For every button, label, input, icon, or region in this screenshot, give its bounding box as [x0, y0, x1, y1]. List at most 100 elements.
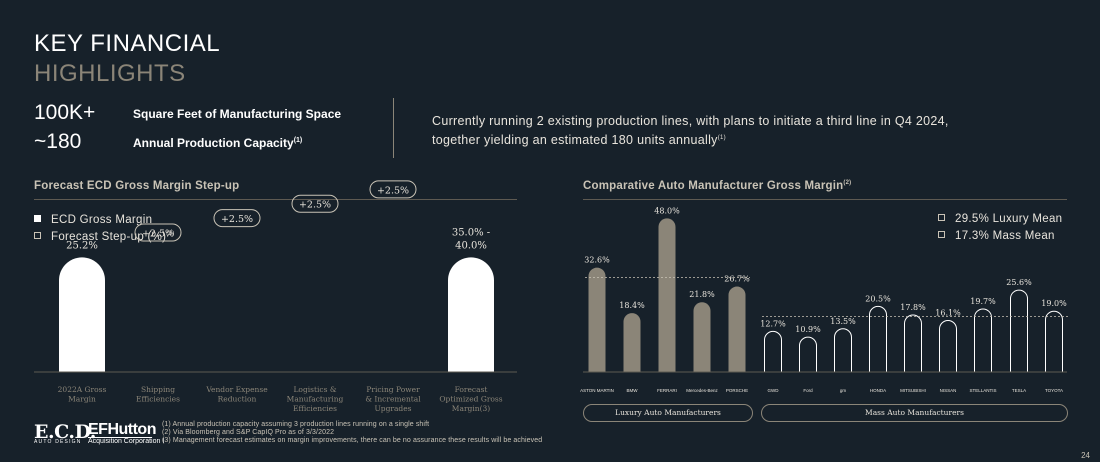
bar-gwd	[764, 330, 782, 373]
bar-label: 16.1%	[935, 308, 961, 317]
page-number: 24	[1081, 451, 1090, 460]
legend-swatch	[938, 214, 945, 221]
efhutton-logo-rule	[88, 437, 152, 438]
x-tick-label: 2022A Gross	[58, 385, 107, 394]
manufacturer-logo-toyota: TOYOTA	[1045, 388, 1063, 393]
manufacturer-logo-ferrari: FERRARI	[657, 388, 677, 393]
manufacturer-logo-mitsubishi: MITSUBISHI	[900, 388, 926, 393]
footnote-ref: (1)	[293, 137, 303, 144]
bar-forecast-optimized-margin	[448, 257, 495, 372]
legend-ecd-gross-margin: ECD Gross Margin	[34, 214, 152, 226]
ecd-logo-subtitle: AUTO DESIGN	[34, 439, 82, 445]
bar-bmw	[623, 313, 641, 372]
page-title-line2: HIGHLIGHTS	[34, 60, 186, 87]
manufacturer-logo-tesla: TESLA	[1012, 388, 1026, 393]
manufacturer-logo-mercedes-benz: Mercedes-Benz	[686, 388, 718, 393]
left-section-rule	[34, 199, 517, 200]
manufacturer-logo-aston-martin: ASTON MARTIN	[580, 388, 614, 393]
manufacturer-logo-gm: gm	[840, 388, 847, 393]
legend-forecast-step-up: Forecast Step-up (%)(3)	[34, 231, 175, 243]
bar-ford	[799, 336, 817, 373]
bar-label: 25.2%	[66, 240, 98, 251]
bar-label: 35.0% -	[452, 227, 490, 238]
bar-label: 18.4%	[619, 301, 645, 310]
left-section-title: Forecast ECD Gross Margin Step-up	[34, 180, 240, 192]
x-tick-label: Margin(3)	[452, 404, 490, 413]
bar-tesla	[1010, 289, 1028, 373]
bar-aston-martin	[588, 267, 606, 372]
bar-mitsubishi	[904, 314, 922, 373]
production-description: Currently running 2 existing production …	[432, 114, 949, 148]
manufacturer-logo-stellantis: STELLANTIS	[969, 388, 996, 393]
step-up-label: +2.5%	[299, 200, 331, 211]
manufacturer-logo-porsche: PORSCHE	[726, 388, 748, 393]
stat-label-square-feet: Square Feet of Manufacturing Space	[133, 107, 342, 121]
efhutton-logo-subtitle: Acquisition Corporation I	[88, 438, 165, 445]
manufacturer-logo-bmw: BMW	[627, 388, 639, 393]
x-tick-label: Manufacturing	[287, 395, 344, 404]
step-up-label: +2.5%	[377, 185, 409, 196]
group-pill-mass: Mass Auto Manufacturers	[761, 404, 1068, 422]
bar-label: 26.7%	[724, 275, 750, 284]
legend-swatch	[938, 231, 945, 238]
bar-label: 25.6%	[1006, 278, 1032, 287]
footnote-2: (2) Via Bloomberg and S&P CapIQ Pro as o…	[162, 429, 335, 436]
x-tick-label: Shipping	[141, 385, 175, 394]
bar-label: 10.9%	[795, 325, 821, 334]
legend-swatch	[34, 215, 41, 222]
stat-value-square-feet: 100K+	[34, 101, 96, 124]
vertical-divider	[393, 98, 394, 158]
x-tick-label: Forecast	[455, 385, 488, 394]
step-up-pill	[369, 180, 417, 199]
stat-value-capacity: ~180	[34, 130, 82, 153]
bar-label: 21.8%	[689, 290, 715, 299]
step-up-label: +2.5%	[142, 228, 174, 239]
group-pill-luxury: Luxury Auto Manufacturers	[583, 404, 753, 422]
x-tick-label: & Incremental	[365, 395, 421, 404]
legend-swatch	[34, 232, 41, 239]
bar-label: 32.6%	[584, 256, 610, 265]
manufacturer-logo-nissan: NISSAN	[940, 388, 957, 393]
step-up-pill	[213, 209, 261, 228]
x-tick-label: Margin	[68, 395, 96, 404]
bar-label: 20.5%	[865, 294, 891, 303]
bar-gm	[834, 328, 852, 373]
x-tick-label: Logistics &	[293, 385, 336, 394]
x-tick-label: Upgrades	[374, 404, 411, 413]
legend-luxury-mean: 29.5% Luxury Mean	[938, 213, 1062, 225]
x-tick-label: Reduction	[218, 395, 257, 404]
legend-mass-mean: 17.3% Mass Mean	[938, 230, 1055, 242]
bar-stellantis	[974, 308, 992, 373]
x-tick-label: Optimized Gross	[439, 395, 502, 404]
bar-porsche	[728, 286, 746, 372]
x-tick-label: Vendor Expense	[205, 385, 268, 394]
bar-honda	[869, 305, 887, 373]
manufacturer-logo-gwd: GWD	[768, 388, 780, 393]
bar-label: 19.7%	[970, 297, 996, 306]
bar-label: 48.0%	[654, 206, 680, 215]
footnote-ref: (1)	[717, 135, 726, 141]
bar-label: 40.0%	[455, 240, 487, 251]
bar-label: 17.8%	[900, 303, 926, 312]
bar-label: 13.5%	[830, 317, 856, 326]
x-tick-label: Efficiencies	[136, 395, 180, 404]
step-up-pill	[134, 223, 182, 242]
right-section-rule	[583, 199, 1067, 200]
footnote-1: (1) Annual production capacity assuming …	[162, 421, 430, 428]
x-tick-label: Efficiencies	[293, 404, 337, 413]
page-title-line1: KEY FINANCIAL	[34, 30, 221, 57]
bar-ferrari	[658, 218, 676, 372]
step-up-label: +2.5%	[221, 214, 253, 225]
bar-nissan	[939, 320, 957, 373]
footnote-3: (3) Management forecast estimates on mar…	[162, 437, 543, 444]
x-tick-label: Pricing Power	[366, 385, 420, 394]
bar-label: 12.7%	[760, 319, 786, 328]
efhutton-logo: EFHutton	[88, 421, 156, 438]
bar-label: 19.0%	[1041, 299, 1067, 308]
step-up-pill	[291, 194, 339, 213]
bar-2022a-gross-margin	[59, 257, 105, 372]
manufacturer-logo-ford: Ford	[803, 388, 813, 393]
manufacturer-logo-honda: HONDA	[870, 388, 886, 393]
